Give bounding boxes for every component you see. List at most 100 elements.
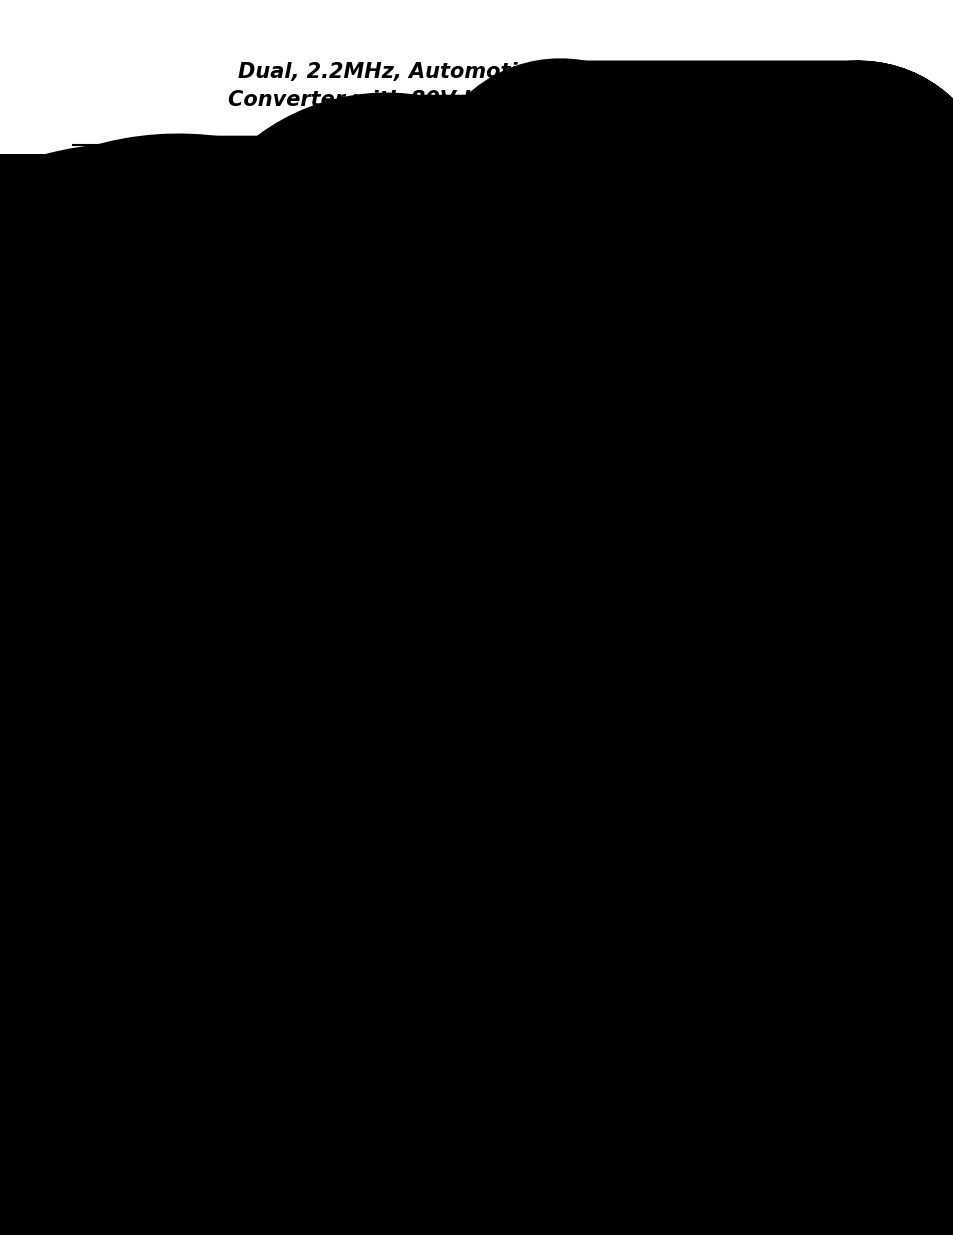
Polygon shape — [499, 650, 544, 678]
Text: OVERVOLTAGE: OVERVOLTAGE — [385, 834, 439, 842]
Text: VL: VL — [828, 464, 840, 473]
Text: +: + — [482, 608, 489, 616]
Text: +: + — [358, 228, 365, 237]
Text: FB2: FB2 — [882, 935, 900, 945]
Text: -: - — [484, 627, 487, 636]
Circle shape — [464, 362, 471, 368]
Circle shape — [737, 957, 741, 962]
Text: CONVERTER 2: CONVERTER 2 — [465, 955, 534, 965]
Text: PUMP: PUMP — [380, 329, 401, 337]
Bar — [310, 188, 584, 443]
Circle shape — [737, 441, 741, 447]
Circle shape — [737, 977, 741, 983]
Bar — [183, 595, 261, 637]
Text: 0.74V: 0.74V — [552, 729, 575, 737]
Text: -: - — [451, 739, 455, 748]
Text: CURRENT: CURRENT — [564, 500, 600, 510]
Text: S: S — [389, 643, 395, 652]
Circle shape — [258, 635, 263, 640]
Polygon shape — [163, 868, 200, 905]
Text: FSEL_1: FSEL_1 — [102, 608, 136, 619]
Text: -: - — [395, 845, 399, 855]
Circle shape — [365, 508, 370, 513]
Circle shape — [737, 937, 741, 942]
Bar — [268, 508, 353, 550]
Text: SGND: SGND — [882, 745, 910, 755]
Text: ERROR AMPLIFIER: ERROR AMPLIFIER — [458, 589, 520, 595]
Text: MAXIMUM DUTY-CYCLE: MAXIMUM DUTY-CYCLE — [326, 463, 413, 473]
Text: OSCILLATOR: OSCILLATOR — [253, 855, 310, 863]
Text: IN_HIGH: IN_HIGH — [102, 305, 142, 315]
Text: PGOOD1: PGOOD1 — [882, 605, 923, 615]
Text: REGULATOR: REGULATOR — [352, 394, 397, 403]
Bar — [283, 635, 368, 683]
Circle shape — [307, 569, 313, 574]
Circle shape — [327, 246, 333, 251]
Circle shape — [677, 441, 681, 447]
Bar — [220, 459, 869, 823]
Circle shape — [447, 610, 452, 615]
Text: 0.2V: 0.2V — [431, 756, 448, 764]
Polygon shape — [465, 498, 519, 545]
Circle shape — [447, 688, 452, 693]
Circle shape — [491, 195, 496, 200]
Circle shape — [219, 546, 224, 551]
Polygon shape — [390, 825, 430, 855]
Text: FREQUENCY: FREQUENCY — [201, 608, 243, 614]
Text: CHARGE PUMP: CHARGE PUMP — [422, 417, 473, 424]
Circle shape — [627, 517, 632, 522]
Bar — [75, 162, 882, 1128]
Bar — [381, 618, 432, 678]
Text: -: - — [289, 664, 293, 674]
Polygon shape — [589, 718, 635, 748]
Text: OSC: OSC — [102, 840, 122, 850]
Polygon shape — [339, 487, 381, 510]
Circle shape — [307, 308, 313, 312]
Text: Q: Q — [420, 627, 427, 636]
Text: GATE: GATE — [882, 193, 906, 203]
Polygon shape — [444, 718, 490, 748]
Circle shape — [316, 248, 343, 274]
Circle shape — [737, 505, 741, 510]
Text: Dual, 2.2MHz, Automotive Buck or Boost: Dual, 2.2MHz, Automotive Buck or Boost — [238, 62, 715, 82]
Text: VL: VL — [600, 844, 612, 852]
Circle shape — [305, 195, 310, 200]
Text: +: + — [449, 719, 456, 727]
Text: DIGITAL: DIGITAL — [265, 693, 293, 699]
Text: PROTECTION CIRCUIT/: PROTECTION CIRCUIT/ — [410, 408, 486, 412]
Circle shape — [160, 546, 165, 551]
Bar — [547, 490, 618, 532]
Text: R: R — [389, 627, 395, 636]
Circle shape — [544, 661, 551, 667]
Bar — [163, 175, 862, 443]
Text: MΛXIM: MΛXIM — [190, 237, 250, 252]
Text: COMP1: COMP1 — [882, 713, 916, 722]
Text: +: + — [594, 739, 600, 747]
Circle shape — [327, 293, 333, 298]
Text: MAX5098A: MAX5098A — [193, 257, 247, 267]
Text: -: - — [596, 718, 599, 727]
Text: EN1: EN1 — [102, 690, 121, 700]
Bar — [352, 305, 430, 353]
Text: CK01: CK01 — [252, 494, 272, 504]
Circle shape — [307, 308, 313, 312]
Text: ON/OFF: ON/OFF — [102, 359, 139, 370]
Text: CONVERTER 1: CONVERTER 1 — [240, 464, 299, 473]
Circle shape — [545, 488, 550, 493]
Circle shape — [351, 312, 358, 320]
Text: 0.9V: 0.9V — [431, 857, 448, 867]
Text: +: + — [470, 504, 476, 513]
Text: MAX5098A: MAX5098A — [924, 543, 948, 687]
Bar — [228, 895, 854, 1015]
Text: OSCILLATOR: OSCILLATOR — [283, 524, 335, 532]
Text: +: + — [326, 257, 334, 266]
Polygon shape — [337, 380, 355, 396]
Circle shape — [562, 619, 567, 624]
Text: 0.8V: 0.8V — [521, 603, 538, 611]
Circle shape — [447, 542, 452, 547]
Circle shape — [860, 195, 864, 200]
Circle shape — [697, 195, 701, 200]
Circle shape — [307, 385, 313, 390]
Text: fₛw/4: fₛw/4 — [475, 653, 495, 662]
Text: FREQUENCY: FREQUENCY — [303, 580, 345, 587]
